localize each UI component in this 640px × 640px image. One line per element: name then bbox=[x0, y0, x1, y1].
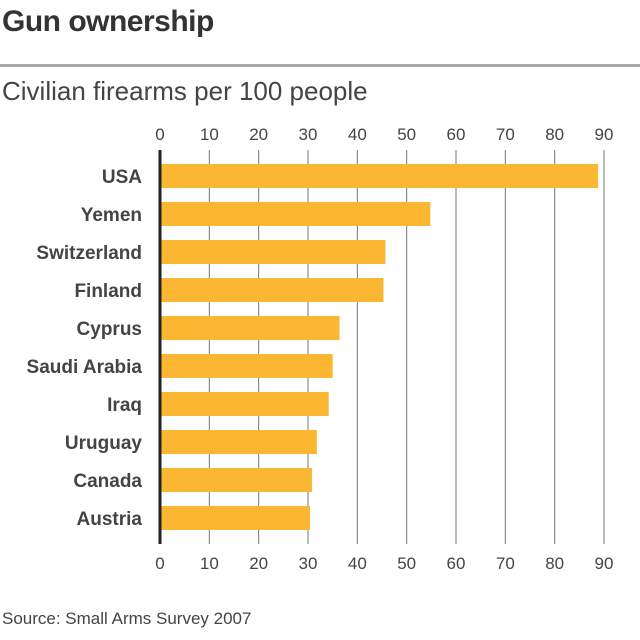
x-tick-label-top: 40 bbox=[348, 125, 367, 144]
bar bbox=[160, 506, 310, 530]
bar bbox=[160, 202, 431, 226]
category-label: USA bbox=[102, 167, 142, 188]
bar bbox=[160, 354, 333, 378]
x-tick-label-bottom: 0 bbox=[155, 554, 164, 573]
x-tick-label-top: 90 bbox=[595, 125, 614, 144]
category-label: Yemen bbox=[81, 205, 142, 226]
x-tick-label-top: 80 bbox=[545, 125, 564, 144]
x-tick-label-bottom: 90 bbox=[595, 554, 614, 573]
category-label: Iraq bbox=[107, 395, 142, 416]
bar bbox=[160, 392, 329, 416]
category-label: Saudi Arabia bbox=[27, 357, 143, 378]
x-tick-label-bottom: 30 bbox=[299, 554, 318, 573]
category-label: Switzerland bbox=[36, 243, 142, 264]
bar bbox=[160, 240, 386, 264]
chart-title: Gun ownership bbox=[2, 5, 214, 38]
bar bbox=[160, 278, 384, 302]
x-tick-label-bottom: 10 bbox=[200, 554, 219, 573]
x-tick-label-bottom: 80 bbox=[545, 554, 564, 573]
x-tick-label-top: 50 bbox=[397, 125, 416, 144]
x-tick-label-bottom: 20 bbox=[249, 554, 268, 573]
chart-subtitle: Civilian firearms per 100 people bbox=[2, 76, 368, 106]
x-tick-label-bottom: 70 bbox=[496, 554, 515, 573]
x-tick-label-top: 0 bbox=[155, 125, 164, 144]
x-tick-label-bottom: 50 bbox=[397, 554, 416, 573]
category-label: Austria bbox=[77, 509, 143, 530]
category-label: Cyprus bbox=[77, 319, 142, 340]
x-tick-label-top: 70 bbox=[496, 125, 515, 144]
labels: 0 0 10 10 20 20 30 30 40 40 50 50 60 60 70 70 80 80 90 90 US… bbox=[27, 125, 614, 573]
x-tick-label-bottom: 40 bbox=[348, 554, 367, 573]
bar bbox=[160, 430, 317, 454]
category-label: Canada bbox=[73, 471, 142, 492]
category-label: Uruguay bbox=[65, 433, 143, 454]
category-label: Finland bbox=[74, 281, 142, 302]
x-tick-label-top: 60 bbox=[447, 125, 466, 144]
source-note: Source: Small Arms Survey 2007 bbox=[2, 609, 252, 628]
x-tick-label-top: 20 bbox=[249, 125, 268, 144]
bar bbox=[160, 164, 599, 188]
bar-chart: 0 0 10 10 20 20 30 30 40 40 50 50 60 60 70 70 80 80 90 90 US… bbox=[27, 125, 614, 573]
x-tick-label-bottom: 60 bbox=[447, 554, 466, 573]
bar bbox=[160, 316, 340, 340]
x-tick-label-top: 10 bbox=[200, 125, 219, 144]
bar bbox=[160, 468, 312, 492]
x-tick-label-top: 30 bbox=[299, 125, 318, 144]
title-divider bbox=[0, 64, 640, 67]
bars bbox=[160, 164, 599, 530]
